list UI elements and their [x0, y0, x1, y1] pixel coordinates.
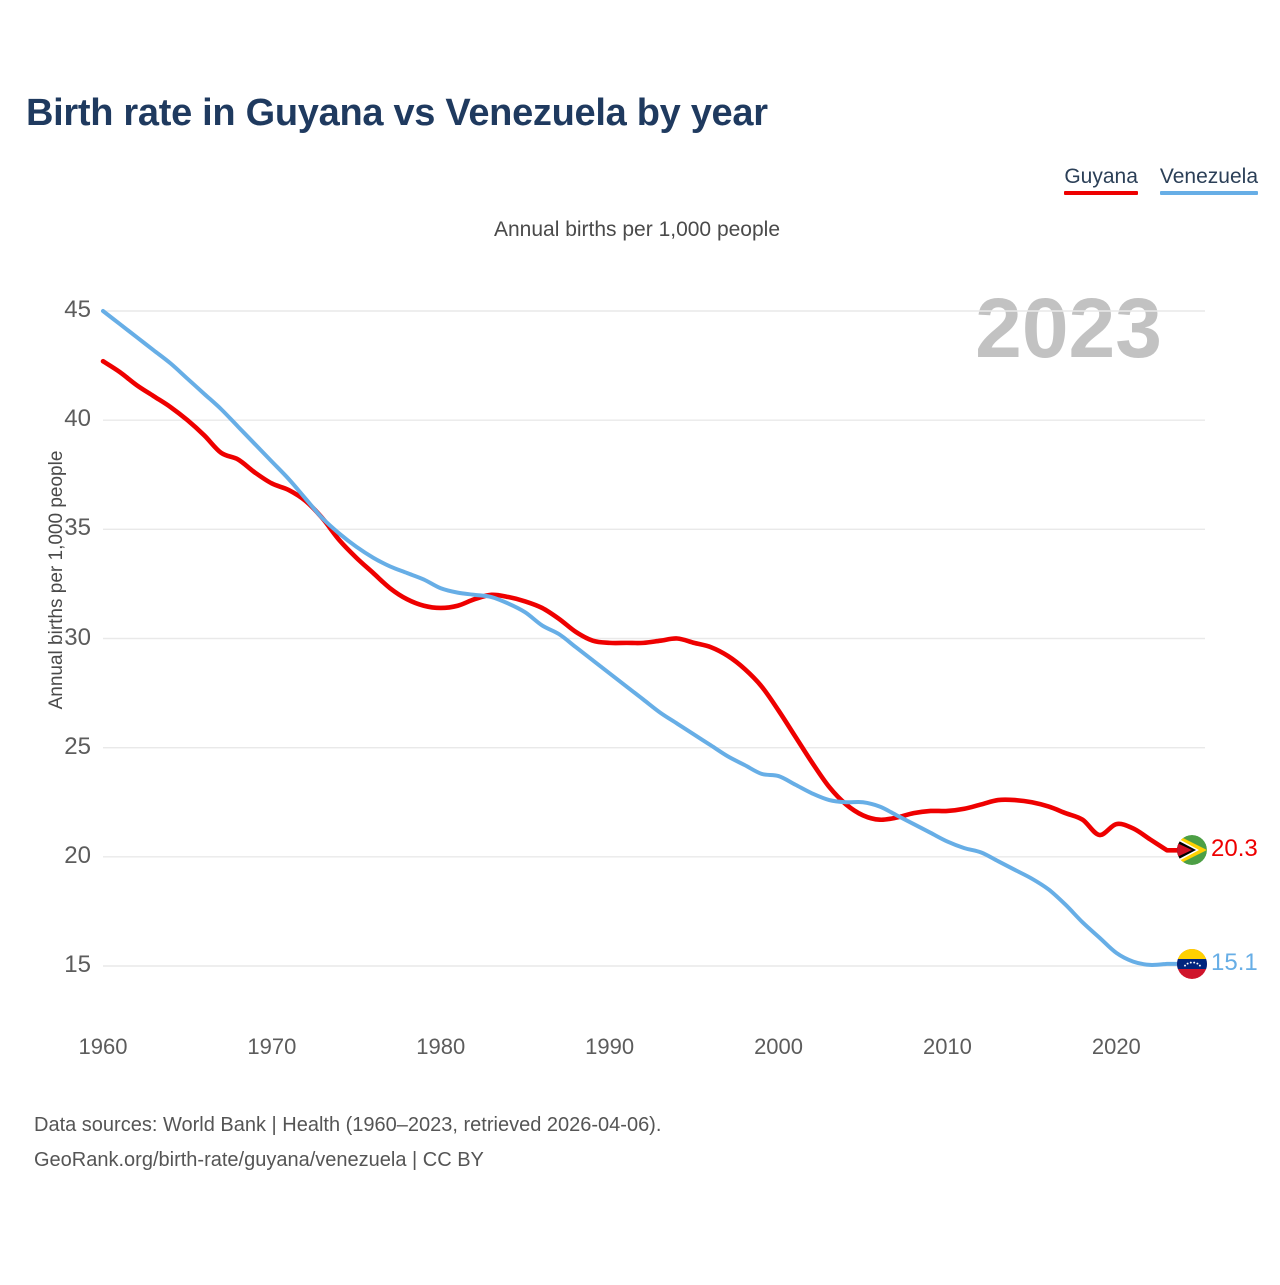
series-line-venezuela [101, 309, 1193, 967]
y-tick-35: 35 [64, 514, 91, 542]
footer-line-attribution: GeoRank.org/birth-rate/guyana/venezuela … [34, 1149, 484, 1171]
x-tick-1980: 1980 [416, 1034, 466, 1059]
y-tick-15: 15 [64, 951, 91, 978]
x-tick-2020: 2020 [1091, 1034, 1141, 1059]
series-line-guyana [100, 358, 1194, 853]
x-tick-1960: 1960 [78, 1034, 128, 1059]
chart-subtitle: Annual births per 1,000 people [493, 218, 781, 241]
guyana-flag-icon [1177, 835, 1207, 866]
legend-rule-venezuela [1159, 191, 1258, 195]
year-watermark: 2023 [975, 281, 1162, 375]
chart-legend: Guyana Venezuela [1064, 165, 1258, 195]
x-tick-1990: 1990 [585, 1034, 635, 1059]
legend-label-guyana: Guyana [1064, 165, 1138, 188]
y-tick-40: 40 [64, 405, 91, 433]
legend-item-guyana[interactable]: Guyana [1064, 165, 1138, 195]
footer-line-sources: Data sources: World Bank | Health (1960–… [34, 1114, 662, 1136]
y-tick-30: 30 [64, 623, 91, 651]
x-tick-2010: 2010 [922, 1034, 972, 1059]
page-title: Birth rate in Guyana vs Venezuela by yea… [26, 92, 768, 134]
legend-label-venezuela: Venezuela [1159, 165, 1258, 188]
x-tick-1970: 1970 [247, 1034, 297, 1059]
venezuela-flag-icon [1177, 948, 1207, 979]
y-tick-45: 45 [64, 296, 91, 323]
chart-footer: Data sources: World Bank | Health (1960–… [34, 1108, 661, 1178]
legend-item-venezuela[interactable]: Venezuela [1159, 165, 1258, 195]
y-tick-20: 20 [64, 841, 91, 869]
x-tick-2000: 2000 [754, 1034, 804, 1059]
y-tick-25: 25 [64, 732, 91, 760]
end-value-guyana: 20.3 [1211, 835, 1258, 863]
end-value-venezuela: 15.1 [1211, 948, 1258, 976]
legend-rule-guyana [1064, 191, 1138, 195]
